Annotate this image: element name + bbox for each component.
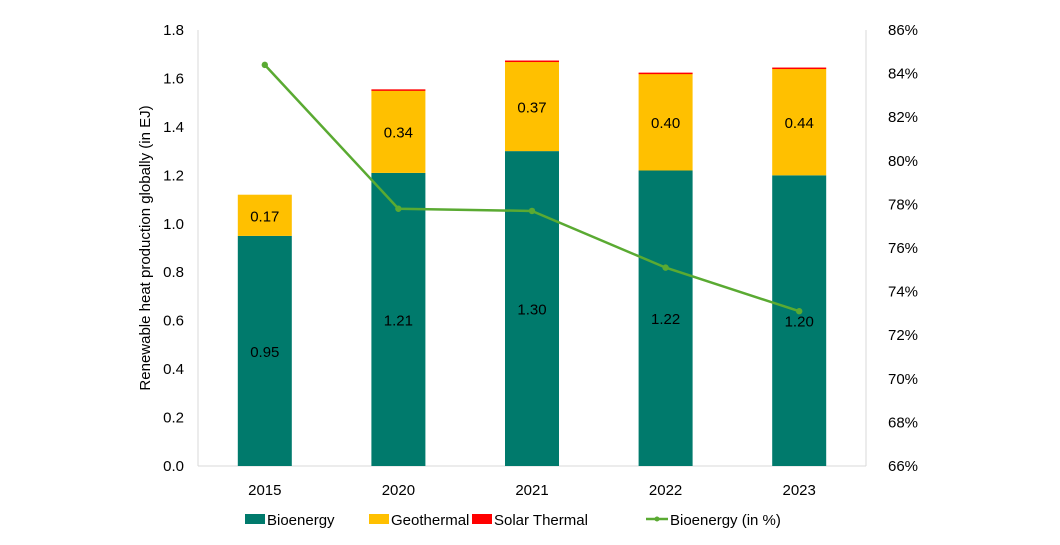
line-point xyxy=(796,308,803,315)
x-tick-label: 2023 xyxy=(783,482,816,499)
legend-item: Bioenergy xyxy=(245,512,335,529)
data-label: 1.20 xyxy=(785,314,814,331)
bar-bioenergy xyxy=(638,170,693,466)
legend-swatch xyxy=(369,514,389,524)
bar-bioenergy xyxy=(371,172,426,466)
y2-tick-label: 66% xyxy=(888,458,918,475)
legend-marker xyxy=(654,516,660,522)
bar-solar-thermal xyxy=(772,67,827,70)
line-point xyxy=(395,205,402,212)
legend-label: Bioenergy xyxy=(267,512,335,529)
line-point xyxy=(662,264,669,271)
data-label: 1.30 xyxy=(517,302,546,319)
y-tick-label: 1.6 xyxy=(163,70,184,87)
bar-solar-thermal xyxy=(505,60,559,63)
bar-geothermal xyxy=(505,61,559,152)
legend-label: Solar Thermal xyxy=(494,512,588,529)
y2-tick-label: 80% xyxy=(888,153,918,170)
y2-tick-label: 72% xyxy=(888,327,918,344)
bar-bioenergy xyxy=(772,175,827,467)
legend-swatch xyxy=(245,514,265,524)
data-label: 1.21 xyxy=(384,312,413,329)
y-tick-label: 0.4 xyxy=(163,361,184,378)
legend-label: Geothermal xyxy=(391,512,469,529)
x-tick-label: 2020 xyxy=(382,482,415,499)
bar-geothermal xyxy=(638,73,693,171)
x-tick-label: 2022 xyxy=(649,482,682,499)
y-tick-label: 0.8 xyxy=(163,264,184,281)
y2-tick-label: 78% xyxy=(888,196,918,213)
y2-tick-label: 68% xyxy=(888,414,918,431)
line-point xyxy=(261,61,268,69)
legend-item: Geothermal xyxy=(369,512,469,529)
y-axis-title: Renewable heat production globally (in E… xyxy=(137,105,154,390)
y2-tick-label: 74% xyxy=(888,284,918,301)
y2-tick-label: 84% xyxy=(888,66,918,83)
y-tick-label: 0.0 xyxy=(163,458,184,475)
y-tick-label: 1.4 xyxy=(163,119,184,136)
bar-bioenergy xyxy=(237,235,292,466)
bar-geothermal xyxy=(237,194,292,236)
data-label: 0.34 xyxy=(384,125,413,142)
legend-label: Bioenergy (in %) xyxy=(670,512,781,529)
y-tick-label: 0.2 xyxy=(163,410,184,427)
y2-tick-label: 82% xyxy=(888,109,918,126)
data-label: 0.40 xyxy=(651,115,680,132)
y-tick-label: 1.0 xyxy=(163,216,184,233)
bar-solar-thermal xyxy=(638,72,693,75)
legend-swatch xyxy=(472,514,492,524)
y-tick-label: 0.6 xyxy=(163,313,184,330)
x-tick-label: 2015 xyxy=(248,482,281,499)
y2-tick-label: 86% xyxy=(888,22,918,39)
y2-tick-label: 70% xyxy=(888,371,918,388)
bar-geothermal xyxy=(772,68,827,176)
data-label: 0.44 xyxy=(785,115,814,132)
bar-bioenergy xyxy=(505,151,559,466)
line-point xyxy=(528,207,536,215)
data-label: 1.22 xyxy=(651,311,680,328)
data-label: 0.37 xyxy=(517,99,546,116)
legend-item: Solar Thermal xyxy=(472,512,588,529)
data-label: 0.95 xyxy=(250,344,279,361)
x-tick-label: 2021 xyxy=(515,482,548,499)
bar-geothermal xyxy=(371,90,426,173)
legend-item: Bioenergy (in %) xyxy=(646,512,781,529)
bar-solar-thermal xyxy=(371,89,426,91)
y-tick-label: 1.8 xyxy=(163,22,184,39)
y2-tick-label: 76% xyxy=(888,240,918,257)
y-tick-label: 1.2 xyxy=(163,167,184,184)
data-label: 0.17 xyxy=(250,208,279,225)
